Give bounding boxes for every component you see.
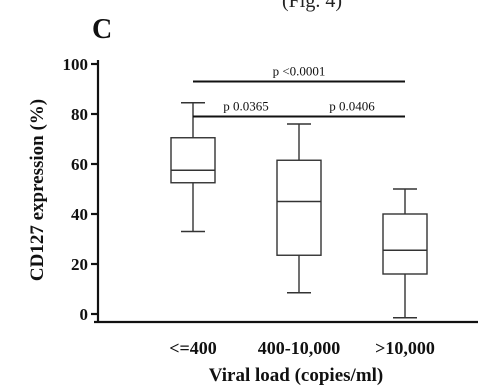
y-tick-label: 100 bbox=[63, 55, 89, 74]
y-tick-label: 40 bbox=[71, 205, 88, 224]
panel-label: C bbox=[92, 14, 112, 45]
box-iqr bbox=[382, 213, 428, 275]
box-iqr bbox=[170, 137, 216, 184]
y-tick-label: 20 bbox=[71, 255, 88, 274]
y-tick-label: 80 bbox=[71, 105, 88, 124]
y-axis-title: CD127 expression (%) bbox=[27, 99, 48, 281]
x-tick-label: >10,000 bbox=[375, 338, 435, 358]
plot-area: 0 20 40 60 80 100 <=400 400-10,000 >10,000 p <0.0… bbox=[63, 55, 478, 358]
x-axis-title: Viral load (copies/ml) bbox=[209, 365, 384, 386]
x-tick-label: <=400 bbox=[169, 338, 217, 358]
box-iqr bbox=[276, 159, 322, 256]
p-value-label: p 0.0406 bbox=[329, 99, 375, 114]
header-fragment: (Fig. 4) bbox=[282, 0, 342, 12]
y-tick-label: 60 bbox=[71, 155, 88, 174]
p-value-label: p 0.0365 bbox=[223, 99, 269, 114]
p-value-label: p <0.0001 bbox=[273, 64, 326, 79]
y-tick-label: 0 bbox=[80, 305, 89, 324]
x-tick-label: 400-10,000 bbox=[258, 338, 341, 358]
